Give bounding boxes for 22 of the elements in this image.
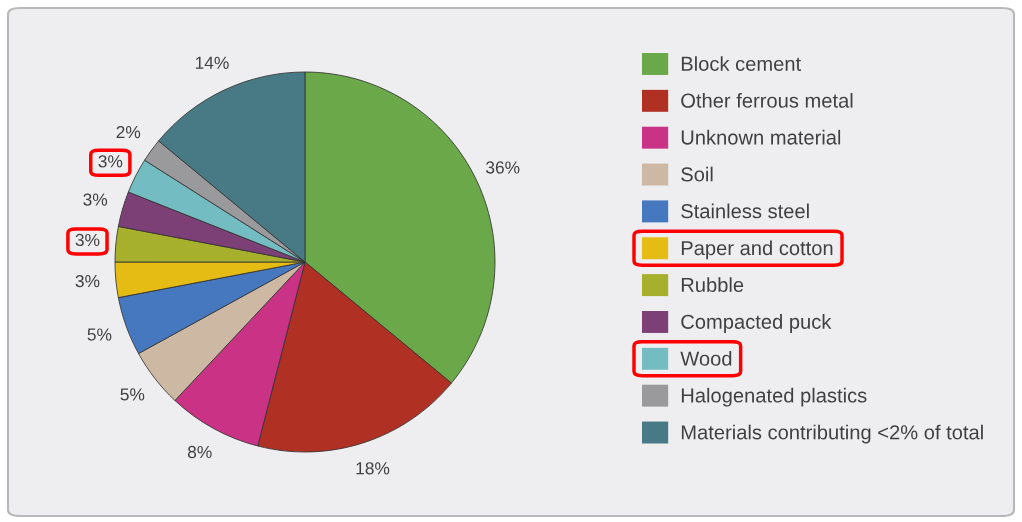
legend-label: Wood bbox=[680, 350, 732, 366]
data-label: 3% bbox=[75, 233, 100, 247]
data-label: 3% bbox=[83, 193, 108, 206]
legend-label: Halogenated plastics bbox=[681, 387, 867, 407]
legend-label: Soil bbox=[681, 166, 713, 182]
data-label: 8% bbox=[187, 445, 212, 459]
legend-label: Compacted puck bbox=[681, 314, 832, 333]
data-label: 14% bbox=[195, 56, 229, 69]
data-label: 5% bbox=[120, 388, 145, 401]
data-label: 3% bbox=[75, 274, 100, 288]
data-label: 3% bbox=[98, 155, 123, 168]
legend-label: Paper and cotton bbox=[681, 240, 833, 260]
legend-label: Block cement bbox=[681, 56, 801, 71]
legend-label: Stainless steel bbox=[681, 203, 809, 219]
legend-label: Rubble bbox=[681, 277, 744, 293]
data-label: 2% bbox=[116, 125, 141, 139]
legend-label: Materials contributing <2% of total bbox=[681, 424, 983, 444]
data-label: 18% bbox=[356, 462, 390, 475]
data-label: 5% bbox=[87, 328, 112, 341]
data-label: 36% bbox=[485, 161, 520, 174]
legend-label: Other ferrous metal bbox=[681, 92, 853, 108]
legend-label: Unknown material bbox=[681, 129, 841, 145]
